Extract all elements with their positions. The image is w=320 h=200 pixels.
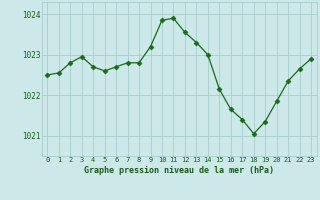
X-axis label: Graphe pression niveau de la mer (hPa): Graphe pression niveau de la mer (hPa) xyxy=(84,166,274,175)
